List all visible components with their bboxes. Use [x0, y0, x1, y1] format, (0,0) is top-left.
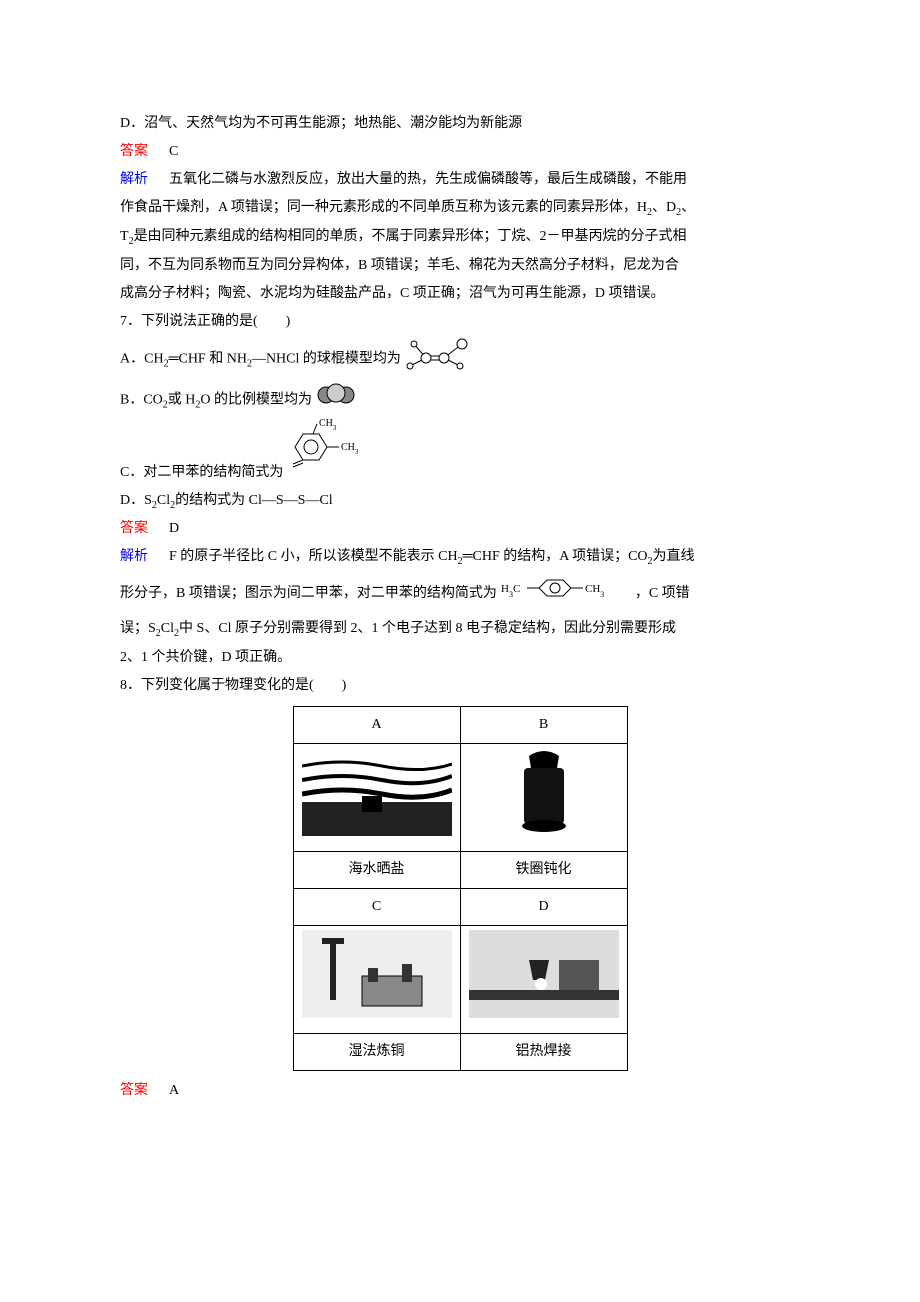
thermite-welding-icon: [469, 930, 619, 1018]
q8-answer-line: 答案 A: [120, 1077, 800, 1105]
iron-passivation-icon: [469, 748, 619, 836]
q7-analysis-t3a: 误；S: [120, 621, 156, 636]
q6-answer-label: 答案: [120, 144, 148, 159]
q8-col-a: A: [293, 706, 460, 743]
q7-b-text2: 或 H: [168, 392, 196, 407]
q7-option-a: A．CH2═CHF 和 NH2—NHCl 的球棍模型均为: [120, 336, 800, 383]
svg-text:CH3: CH3: [319, 418, 337, 432]
q8-stem-text: 8．下列变化属于物理变化的是(: [120, 678, 314, 693]
q7-a-text3: —NHCl 的球棍模型均为: [252, 351, 401, 366]
q7-a-text2: ═CHF 和 NH: [169, 351, 247, 366]
q8-answer: A: [169, 1083, 179, 1098]
q7-analysis-t1b: ═CHF 的结构，A 项错误；CO: [463, 549, 648, 564]
q8-table: A B: [293, 706, 628, 1071]
q6-analysis-line1: 解析 五氧化二磷与水激烈反应，放出大量的热，先生成偏磷酸等，最后生成磷酸，不能用: [120, 166, 800, 194]
table-row: A B: [293, 706, 627, 743]
q7-b-text3: O 的比例模型均为: [200, 392, 312, 407]
q6-analysis-text2c: 、: [681, 200, 695, 215]
q8-cap-b: 铁圈钝化: [460, 851, 627, 888]
ball-stick-model-icon: [404, 336, 482, 383]
q6-analysis-text2a: 作食品干燥剂，A 项错误；同一种元素形成的不同单质互称为该元素的同素异形体，H: [120, 200, 647, 215]
q8-cap-c: 湿法炼铜: [293, 1033, 460, 1070]
q7-answer-line: 答案 D: [120, 515, 800, 543]
q6-analysis-text3a: T: [120, 229, 129, 244]
q8-img-d: [460, 925, 627, 1033]
q6-analysis-line2: 作食品干燥剂，A 项错误；同一种元素形成的不同单质互称为该元素的同素异形体，H2…: [120, 194, 800, 223]
q7-analysis-t2a: 形分子，B 项错误；图示为间二甲苯，对二甲苯的结构简式为: [120, 580, 497, 608]
q6-analysis-text2b: 、D: [652, 200, 676, 215]
q6-answer-line: 答案 C: [120, 138, 800, 166]
table-row: 海水晒盐 铁圈钝化: [293, 851, 627, 888]
q7-d-text2: Cl: [157, 493, 170, 508]
svg-text:CH3: CH3: [585, 583, 604, 599]
q6-option-d: D．沼气、天然气均为不可再生能源；地热能、潮汐能均为新能源: [120, 110, 800, 138]
q7-stem: 7．下列说法正确的是(): [120, 308, 800, 336]
q7-analysis-t1c: 为直线: [653, 549, 695, 564]
wet-copper-smelting-icon: [302, 930, 452, 1018]
para-xylene-structure-icon: H3C CH3: [501, 572, 631, 615]
q8-col-b: B: [460, 706, 627, 743]
q7-analysis-line2: 形分子，B 项错误；图示为间二甲苯，对二甲苯的结构简式为 H3C CH3 ，C …: [120, 572, 800, 615]
q7-analysis-line1: 解析F 的原子半径比 C 小，所以该模型不能表示 CH2═CHF 的结构，A 项…: [120, 543, 800, 572]
sea-salt-evaporation-icon: [302, 748, 452, 836]
svg-text:H3C: H3C: [501, 583, 520, 599]
q6-analysis-text3b: 是由同种元素组成的结构相同的单质，不属于同素异形体；丁烷、2－甲基丙烷的分子式相: [134, 229, 687, 244]
meta-xylene-structure-icon: CH3 CH3: [283, 418, 379, 487]
q6-analysis-line5: 成高分子材料；陶瓷、水泥均为硅酸盐产品，C 项正确；沼气为可再生能源，D 项错误…: [120, 280, 800, 308]
q8-stem: 8．下列变化属于物理变化的是(): [120, 672, 800, 700]
q6-analysis-label: 解析: [120, 172, 148, 187]
table-row: [293, 743, 627, 851]
q7-answer: D: [169, 521, 179, 536]
q7-c-text: C．对二甲苯的结构简式为: [120, 459, 283, 487]
q7-analysis-t2b: ，C 项错: [635, 580, 690, 608]
q8-cap-d: 铝热焊接: [460, 1033, 627, 1070]
q6-analysis-text1: 五氧化二磷与水激烈反应，放出大量的热，先生成偏磷酸等，最后生成磷酸，不能用: [169, 172, 687, 187]
q6-analysis-line4: 同，不互为同系物而互为同分异构体，B 项错误；羊毛、棉花为天然高分子材料，尼龙为…: [120, 252, 800, 280]
q6-answer: C: [169, 144, 178, 159]
q8-cap-a: 海水晒盐: [293, 851, 460, 888]
q7-answer-label: 答案: [120, 521, 148, 536]
q7-d-text1: D．S: [120, 493, 152, 508]
q7-option-b: B．CO2或 H2O 的比例模型均为: [120, 383, 800, 418]
q7-analysis-line4: 2、1 个共价键，D 项正确。: [120, 644, 800, 672]
q8-stem-end: ): [342, 678, 347, 693]
q7-stem-text: 7．下列说法正确的是(: [120, 314, 258, 329]
svg-text:CH3: CH3: [341, 442, 359, 456]
q8-col-d: D: [460, 888, 627, 925]
q7-b-text1: B．CO: [120, 392, 163, 407]
q8-img-b: [460, 743, 627, 851]
q7-a-text1: A．CH: [120, 351, 164, 366]
q7-option-d: D．S2Cl2的结构式为 Cl—S—S—Cl: [120, 487, 800, 516]
q7-analysis-t3c: 中 S、Cl 原子分别需要得到 2、1 个电子达到 8 电子稳定结构，因此分别需…: [179, 621, 676, 636]
q6-analysis-line3: T2是由同种元素组成的结构相同的单质，不属于同素异形体；丁烷、2－甲基丙烷的分子…: [120, 223, 800, 252]
page: D．沼气、天然气均为不可再生能源；地热能、潮汐能均为新能源 答案 C 解析 五氧化二…: [0, 0, 920, 1165]
q7-analysis-t3b: Cl: [161, 621, 174, 636]
q7-analysis-line3: 误；S2Cl2中 S、Cl 原子分别需要得到 2、1 个电子达到 8 电子稳定结…: [120, 615, 800, 644]
table-row: 湿法炼铜 铝热焊接: [293, 1033, 627, 1070]
q7-option-c: C．对二甲苯的结构简式为 CH3 CH3: [120, 418, 800, 487]
q7-stem-end: ): [286, 314, 291, 329]
q8-col-c: C: [293, 888, 460, 925]
q7-d-text3: 的结构式为 Cl—S—S—Cl: [175, 493, 333, 508]
space-filling-model-icon: [316, 383, 356, 418]
q8-img-c: [293, 925, 460, 1033]
q8-answer-label: 答案: [120, 1083, 148, 1098]
q7-analysis-label: 解析: [120, 549, 148, 564]
q8-img-a: [293, 743, 460, 851]
q7-analysis-t1a: F 的原子半径比 C 小，所以该模型不能表示 CH: [169, 549, 458, 564]
table-row: C D: [293, 888, 627, 925]
table-row: [293, 925, 627, 1033]
